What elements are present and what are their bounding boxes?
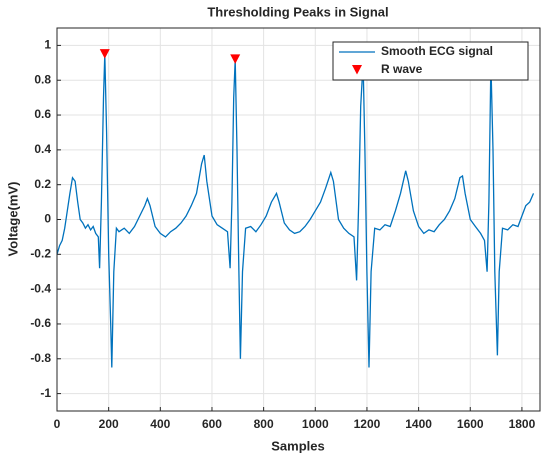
x-tick-label: 400 (150, 417, 170, 431)
y-tick-label: 0.2 (34, 177, 51, 191)
y-tick-label: 0.4 (34, 142, 51, 156)
y-axis-label: Voltage(mV) (5, 182, 20, 257)
y-tick-label: -0.2 (30, 246, 51, 260)
x-tick-label: 1400 (405, 417, 432, 431)
x-tick-label: 200 (99, 417, 119, 431)
x-axis-label: Samples (271, 438, 324, 453)
x-tick-label: 800 (254, 417, 274, 431)
signal-line (57, 54, 535, 368)
r-wave-marker (99, 49, 110, 59)
legend-label: R wave (381, 62, 423, 76)
y-tick-label: -0.4 (30, 281, 51, 295)
r-wave-marker (230, 54, 241, 64)
y-tick-label: -0.6 (30, 316, 51, 330)
y-tick-label: 0.8 (34, 72, 51, 86)
chart-title: Thresholding Peaks in Signal (207, 4, 388, 19)
x-tick-label: 1000 (302, 417, 329, 431)
y-tick-label: 0.6 (34, 107, 51, 121)
y-tick-label: -0.8 (30, 351, 51, 365)
x-tick-label: 1800 (509, 417, 536, 431)
x-tick-label: 600 (202, 417, 222, 431)
y-tick-label: 1 (44, 38, 51, 52)
plot-frame (56, 27, 541, 412)
x-tick-label: 0 (54, 417, 61, 431)
x-tick-label: 1600 (457, 417, 484, 431)
legend-marker (352, 65, 362, 75)
legend-label: Smooth ECG signal (381, 44, 493, 58)
y-tick-label: -1 (40, 386, 51, 400)
legend-box (332, 41, 529, 81)
y-tick-label: 0 (44, 212, 51, 226)
x-tick-label: 1200 (354, 417, 381, 431)
